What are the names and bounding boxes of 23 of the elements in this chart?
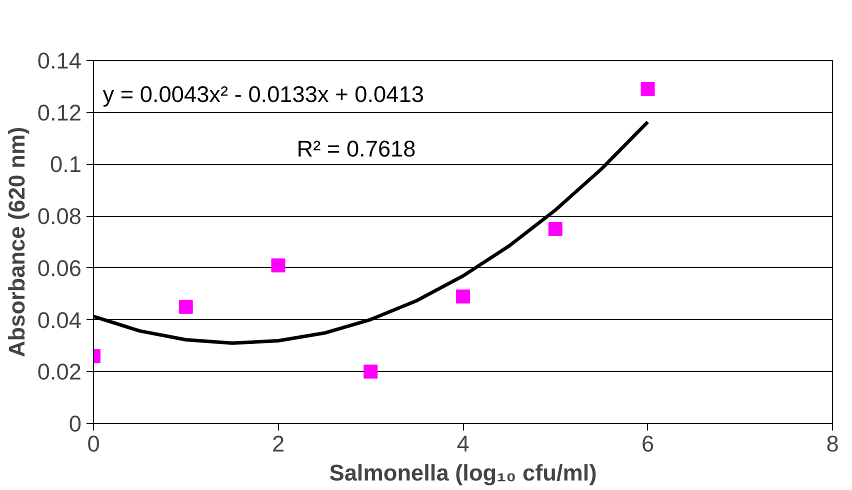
x-tick-label: 4 xyxy=(456,430,470,456)
annotation: y = 0.0043x² - 0.0133x + 0.0413 xyxy=(102,81,424,108)
x-axis-title: Salmonella (log₁₀ cfu/ml) xyxy=(329,460,597,486)
point xyxy=(271,258,286,272)
y-tick-label: 0.14 xyxy=(37,48,82,74)
y-axis-title: Absorbance (620 nm) xyxy=(3,126,30,358)
y-tick-label: 0.04 xyxy=(37,306,82,333)
point xyxy=(548,222,562,236)
x-tick-label: 6 xyxy=(641,430,654,456)
y-tick-label: 0 xyxy=(68,410,82,436)
y-tick-label: 0.08 xyxy=(37,203,82,230)
point xyxy=(456,289,470,304)
x-tick-label: 2 xyxy=(272,430,285,456)
point xyxy=(178,300,193,314)
point xyxy=(364,364,378,379)
y-tick-label: 0.06 xyxy=(37,254,82,281)
point xyxy=(640,82,655,96)
y-tick-label: 0.02 xyxy=(37,358,82,385)
x-tick-label: 8 xyxy=(826,430,839,456)
y-tick-label: 0.12 xyxy=(37,99,82,126)
annotation: R² = 0.7618 xyxy=(296,136,416,162)
x-tick-label: 0 xyxy=(87,430,100,456)
y-tick-label: 0.1 xyxy=(50,151,82,178)
